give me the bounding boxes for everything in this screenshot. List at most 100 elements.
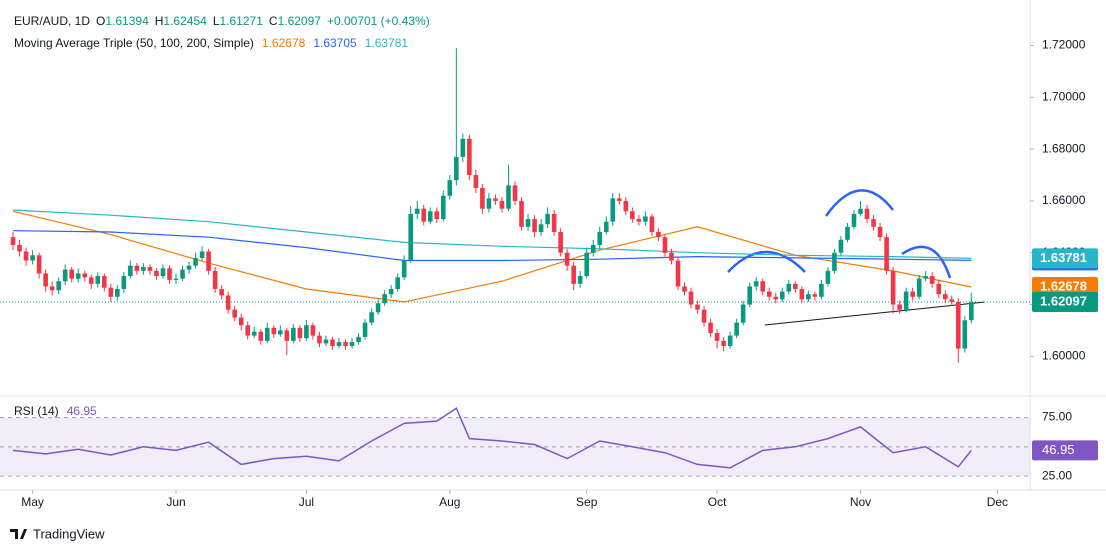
- candle-body: [603, 221, 609, 233]
- candle-body: [369, 312, 374, 323]
- price-badge: [1032, 248, 1098, 269]
- candle-body: [160, 268, 166, 277]
- candle-body: [890, 270, 896, 305]
- ohlc-value: 1.62097: [278, 14, 322, 28]
- candle-body: [571, 265, 576, 284]
- candle-body: [597, 232, 603, 245]
- candle-body: [793, 283, 798, 289]
- y-tick-label: 1.72000: [1042, 38, 1086, 52]
- candle-body: [564, 252, 570, 266]
- price-badge-label: 1.62097: [1040, 293, 1087, 308]
- candle-body: [414, 208, 420, 214]
- candle-body: [154, 270, 159, 277]
- candle-body: [49, 286, 55, 291]
- candle-body: [440, 195, 446, 220]
- candle-body: [460, 138, 466, 157]
- candle-body: [238, 317, 244, 326]
- candle-body: [786, 283, 792, 292]
- candle-body: [753, 281, 759, 287]
- rsi-line: [12, 407, 972, 469]
- ma-value: 1.63781: [365, 36, 409, 50]
- candle-body: [408, 213, 413, 261]
- ohlc-value: 1.61271: [220, 14, 264, 28]
- candle-body: [734, 322, 739, 336]
- candle-body: [766, 291, 772, 297]
- candle-body: [382, 294, 387, 304]
- candle-body: [610, 198, 616, 222]
- candle-body: [17, 244, 22, 252]
- candle-body: [232, 309, 237, 318]
- candle-body: [851, 213, 857, 227]
- candle-body: [760, 281, 766, 292]
- candle-body: [799, 288, 805, 300]
- candle-body: [447, 180, 453, 196]
- candle-body: [186, 265, 192, 270]
- candle-body: [278, 330, 283, 335]
- candle-body: [832, 252, 837, 271]
- candle-body: [128, 265, 133, 277]
- candle-body: [95, 276, 101, 284]
- candle-body: [180, 269, 185, 279]
- symbol: EUR/AUD, 1D: [14, 14, 90, 28]
- x-tick-label: Aug: [439, 495, 460, 509]
- footer: TradingView: [33, 526, 105, 541]
- candle-body: [825, 270, 831, 284]
- candle-body: [499, 200, 505, 209]
- candle-body: [421, 208, 427, 222]
- candle-body: [969, 302, 974, 321]
- candle-body: [467, 138, 472, 176]
- candle-body: [942, 294, 948, 300]
- candle-body: [955, 301, 961, 349]
- rsi-tick-label: 25.00: [1042, 468, 1072, 482]
- ohlc-value: 1.62454: [163, 14, 207, 28]
- ma-value: 1.62678: [262, 36, 306, 50]
- candle-body: [545, 213, 550, 225]
- candle-body: [779, 291, 785, 300]
- candle-body: [10, 237, 16, 245]
- candle-body: [643, 216, 648, 222]
- candle-body: [75, 273, 81, 279]
- candle-body: [23, 251, 29, 261]
- candle-body: [584, 252, 590, 277]
- candle-body: [395, 277, 400, 289]
- trend-line: [764, 301, 986, 326]
- candle-body: [480, 187, 485, 209]
- x-tick-label: May: [21, 495, 44, 509]
- ohlc-label: H: [155, 14, 164, 28]
- candle-body: [682, 286, 687, 292]
- candle-body: [623, 200, 629, 212]
- candle-body: [936, 283, 942, 295]
- candle-body: [362, 322, 368, 337]
- candle-body: [375, 303, 381, 313]
- candle-body: [819, 283, 824, 297]
- candle-body: [225, 295, 231, 310]
- candle-body: [512, 185, 518, 201]
- candle-body: [108, 287, 114, 297]
- ma-value: 1.63705: [313, 36, 357, 50]
- rsi-badge: [1032, 440, 1098, 461]
- candle-body: [330, 339, 335, 346]
- candle-body: [36, 255, 42, 274]
- candle-body: [219, 288, 224, 296]
- candle-body: [747, 286, 752, 305]
- candle-body: [291, 327, 296, 341]
- candle-body: [773, 296, 779, 300]
- candle-body: [212, 270, 218, 289]
- candle-body: [304, 325, 309, 339]
- candle-body: [871, 219, 876, 227]
- pattern-arc: [824, 189, 894, 217]
- price-badge: [1032, 292, 1098, 313]
- candle-body: [669, 252, 674, 261]
- rsi-value: 46.95: [67, 404, 97, 418]
- candle-body: [551, 213, 557, 233]
- candle-body: [708, 322, 713, 334]
- candle-body: [884, 237, 889, 271]
- candle-body: [473, 175, 479, 188]
- y-tick-label: 1.70000: [1042, 90, 1086, 104]
- candle-body: [134, 265, 140, 271]
- candle-body: [284, 330, 290, 341]
- candle-body: [147, 266, 153, 271]
- moving-average: [12, 210, 972, 303]
- candle-body: [141, 266, 146, 271]
- candle-body: [82, 273, 88, 278]
